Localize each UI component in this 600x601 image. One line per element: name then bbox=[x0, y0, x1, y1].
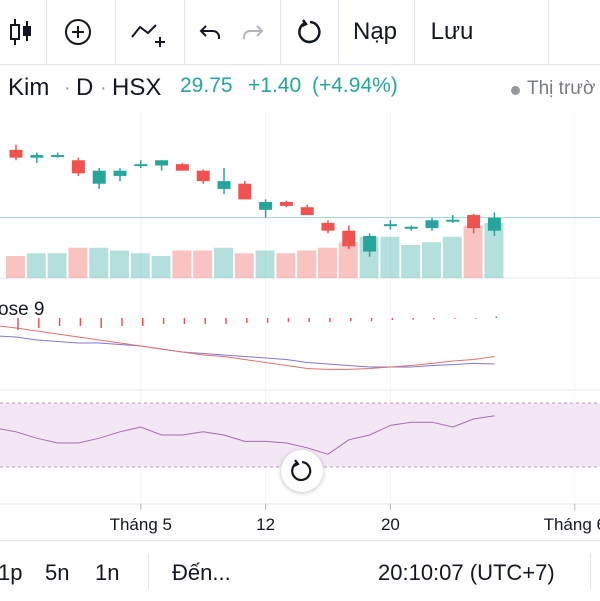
separator-dot: · bbox=[64, 77, 71, 99]
save-button[interactable]: Lưu bbox=[430, 18, 474, 45]
load-button[interactable]: Nạp bbox=[352, 18, 398, 45]
add-icon bbox=[65, 19, 91, 45]
volume-bar bbox=[47, 253, 67, 278]
compare-button[interactable] bbox=[120, 0, 176, 64]
symbol-name[interactable]: Kim bbox=[8, 74, 50, 101]
candle-body bbox=[175, 164, 189, 171]
indicator-label[interactable]: ose 9 bbox=[0, 299, 44, 320]
candle-body bbox=[196, 170, 210, 182]
candle-body bbox=[155, 160, 169, 166]
volume-bar bbox=[68, 247, 88, 278]
undo-icon bbox=[199, 25, 220, 39]
redo-icon bbox=[243, 25, 264, 39]
rsi-line bbox=[0, 415, 495, 455]
candle-body bbox=[363, 235, 377, 252]
symbol-interval[interactable]: D bbox=[76, 74, 94, 101]
candle-body bbox=[487, 217, 501, 231]
reload-button[interactable] bbox=[285, 0, 335, 64]
candle-body bbox=[446, 219, 460, 222]
candle-body bbox=[425, 220, 439, 229]
interval-1n[interactable]: 1n bbox=[95, 560, 120, 585]
interval-1p[interactable]: 1p bbox=[0, 560, 23, 585]
candle-body bbox=[279, 202, 293, 206]
x-tick-label: Tháng 5 bbox=[110, 515, 172, 534]
bottom-toolbar: 1p 5n 1n Đến... 20:10:07 (UTC+7) bbox=[0, 540, 600, 601]
volume-bar bbox=[193, 250, 213, 278]
market-status: Thị trườ bbox=[527, 78, 596, 99]
candle-body bbox=[51, 155, 65, 158]
undo-button[interactable] bbox=[190, 0, 230, 64]
candle-body bbox=[259, 202, 273, 210]
candle-body bbox=[30, 155, 44, 158]
volume-bar bbox=[172, 250, 192, 278]
compare-icon bbox=[131, 24, 165, 47]
candle-body bbox=[71, 160, 85, 174]
volume-bar bbox=[6, 256, 25, 278]
price-chart[interactable]: Tháng 5 12 20 Tháng 6 ose 9 bbox=[0, 112, 600, 542]
candle-body bbox=[300, 207, 314, 216]
candle-body bbox=[383, 224, 397, 227]
x-tick-label: 20 bbox=[381, 515, 400, 534]
goto-date-button[interactable]: Đến... bbox=[172, 560, 231, 585]
volume-bar bbox=[338, 242, 358, 278]
market-status-icon bbox=[511, 86, 520, 95]
volume-bar bbox=[214, 247, 233, 278]
candle-body bbox=[321, 222, 335, 231]
volume-bar bbox=[26, 253, 46, 278]
volume-bar bbox=[318, 247, 337, 278]
symbol-header: Kim · D · HSX 29.75 +1.40 (+4.94%) Thị t… bbox=[0, 64, 600, 112]
candle-body bbox=[134, 164, 148, 167]
macd-line bbox=[0, 335, 495, 368]
interval-5n[interactable]: 5n bbox=[45, 560, 70, 585]
x-tick-label: 12 bbox=[256, 515, 275, 534]
volume-bar bbox=[89, 247, 109, 278]
separator-dot: · bbox=[100, 77, 107, 99]
add-indicator-button[interactable] bbox=[50, 0, 106, 64]
volume-bar bbox=[401, 245, 421, 278]
last-price: 29.75 bbox=[180, 74, 233, 97]
volume-bar bbox=[463, 225, 483, 278]
price-change: +1.40 bbox=[248, 74, 302, 97]
signal-line bbox=[0, 325, 495, 370]
candle-body bbox=[467, 215, 481, 229]
reload-icon bbox=[298, 19, 321, 44]
candle-body bbox=[217, 181, 231, 189]
volume-bar bbox=[297, 250, 317, 278]
candle-body bbox=[238, 183, 252, 200]
reset-chart-button[interactable] bbox=[281, 450, 323, 492]
candle-body bbox=[92, 170, 106, 184]
volume-bar bbox=[484, 223, 504, 278]
reset-icon bbox=[291, 459, 312, 482]
volume-bar bbox=[422, 242, 441, 278]
volume-bar bbox=[255, 250, 275, 278]
candle-body bbox=[113, 170, 127, 176]
redo-button[interactable] bbox=[233, 0, 273, 64]
volume-bar bbox=[130, 253, 150, 278]
volume-bar bbox=[380, 236, 400, 278]
volume-bar bbox=[151, 256, 171, 278]
volume-bar bbox=[234, 253, 254, 278]
candle-body bbox=[404, 226, 418, 229]
candle-body bbox=[342, 230, 356, 247]
volume-bar bbox=[276, 253, 296, 278]
candles-icon[interactable] bbox=[0, 0, 42, 64]
candle-body bbox=[9, 149, 23, 158]
volume-bar bbox=[442, 236, 462, 278]
price-change-pct: (+4.94%) bbox=[312, 74, 398, 97]
volume-bar bbox=[110, 250, 129, 278]
symbol-exchange: HSX bbox=[112, 74, 162, 101]
x-tick-label: Tháng 6 bbox=[544, 515, 600, 534]
clock[interactable]: 20:10:07 (UTC+7) bbox=[378, 560, 555, 585]
top-toolbar: Nạp Lưu bbox=[0, 0, 600, 65]
